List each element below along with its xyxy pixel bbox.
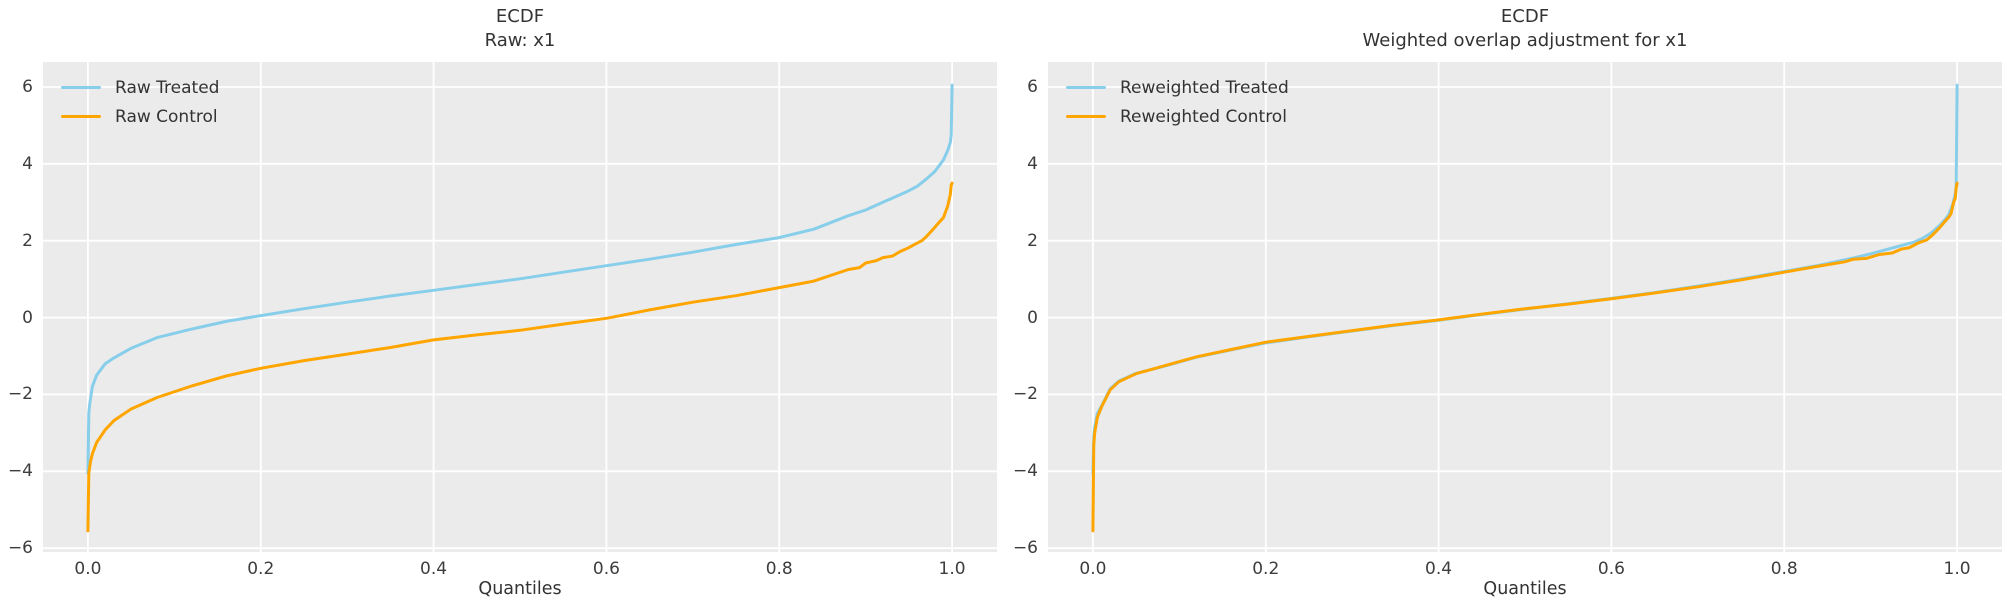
x-axis-label-weighted: Quantiles (1483, 579, 1567, 599)
y-tick-label: 4 (22, 153, 33, 174)
plot-title-line2: Raw: x1 (484, 30, 556, 51)
plot-area-weighted (1048, 62, 2002, 552)
x-tick-label: 0.6 (592, 559, 620, 579)
reweighted-control-line (1091, 181, 1959, 533)
y-tick-label: 0 (1027, 307, 1038, 328)
panel-weighted: ECDF Weighted overlap adjustment for x1 … (1005, 0, 2010, 611)
legend-item-raw-treated: Raw Treated (61, 73, 219, 102)
legend-item-reweighted-treated: Reweighted Treated (1066, 73, 1289, 102)
plot-title-line2: Weighted overlap adjustment for x1 (1362, 30, 1688, 51)
x-tick-label: 0.8 (1770, 559, 1798, 579)
axes-background (43, 62, 997, 552)
y-tick-label: 0 (22, 307, 33, 328)
legend-raw: Raw Treated Raw Control (61, 73, 219, 131)
y-tick-label: 2 (1027, 230, 1038, 251)
x-axis-label-raw: Quantiles (478, 579, 562, 599)
raw-treated-swatch (61, 86, 101, 89)
x-tick-label: 0.2 (247, 559, 275, 579)
plot-title-weighted: ECDF Weighted overlap adjustment for x1 (1048, 5, 2002, 53)
y-tick-label: −2 (1012, 384, 1038, 405)
reweighted-treated-swatch (1066, 86, 1106, 89)
x-tick-label: 1.0 (938, 559, 966, 579)
legend-item-raw-control: Raw Control (61, 102, 219, 131)
axes-background (1048, 62, 2002, 552)
legend-label: Reweighted Control (1120, 106, 1287, 127)
y-tick-label: 6 (1027, 76, 1038, 97)
y-tick-label: 6 (22, 76, 33, 97)
plot-title-raw: ECDF Raw: x1 (43, 5, 997, 53)
y-tick-label: 4 (1027, 153, 1038, 174)
y-tick-label: −4 (1012, 461, 1038, 482)
legend-weighted: Reweighted Treated Reweighted Control (1066, 73, 1289, 131)
legend-label: Raw Control (115, 106, 218, 127)
y-tick-label: −2 (7, 384, 33, 405)
x-tick-label: 1.0 (1943, 559, 1971, 579)
y-tick-label: 2 (22, 230, 33, 251)
y-tick-label: −6 (7, 538, 33, 559)
x-tick-label: 0.8 (765, 559, 793, 579)
y-tick-label: −4 (7, 461, 33, 482)
x-tick-label: 0.6 (1597, 559, 1625, 579)
legend-label: Raw Treated (115, 77, 220, 98)
raw-control-swatch (61, 115, 101, 118)
x-tick-label: 0.4 (1425, 559, 1453, 579)
x-tick-label: 0.4 (420, 559, 448, 579)
x-tick-label: 0.0 (1079, 559, 1107, 579)
raw-treated-line (86, 83, 954, 475)
plot-title-line1: ECDF (495, 6, 545, 27)
x-tick-label: 0.2 (1252, 559, 1280, 579)
legend-item-reweighted-control: Reweighted Control (1066, 102, 1289, 131)
y-tick-label: −6 (1012, 538, 1038, 559)
legend-label: Reweighted Treated (1120, 77, 1289, 98)
plot-title-line1: ECDF (1500, 6, 1550, 27)
reweighted-control-swatch (1066, 115, 1106, 118)
panel-raw: ECDF Raw: x1 Raw Treated Raw Control Qua… (0, 0, 1005, 611)
raw-control-line (86, 181, 954, 533)
x-tick-label: 0.0 (74, 559, 102, 579)
plot-area-raw (43, 62, 997, 552)
